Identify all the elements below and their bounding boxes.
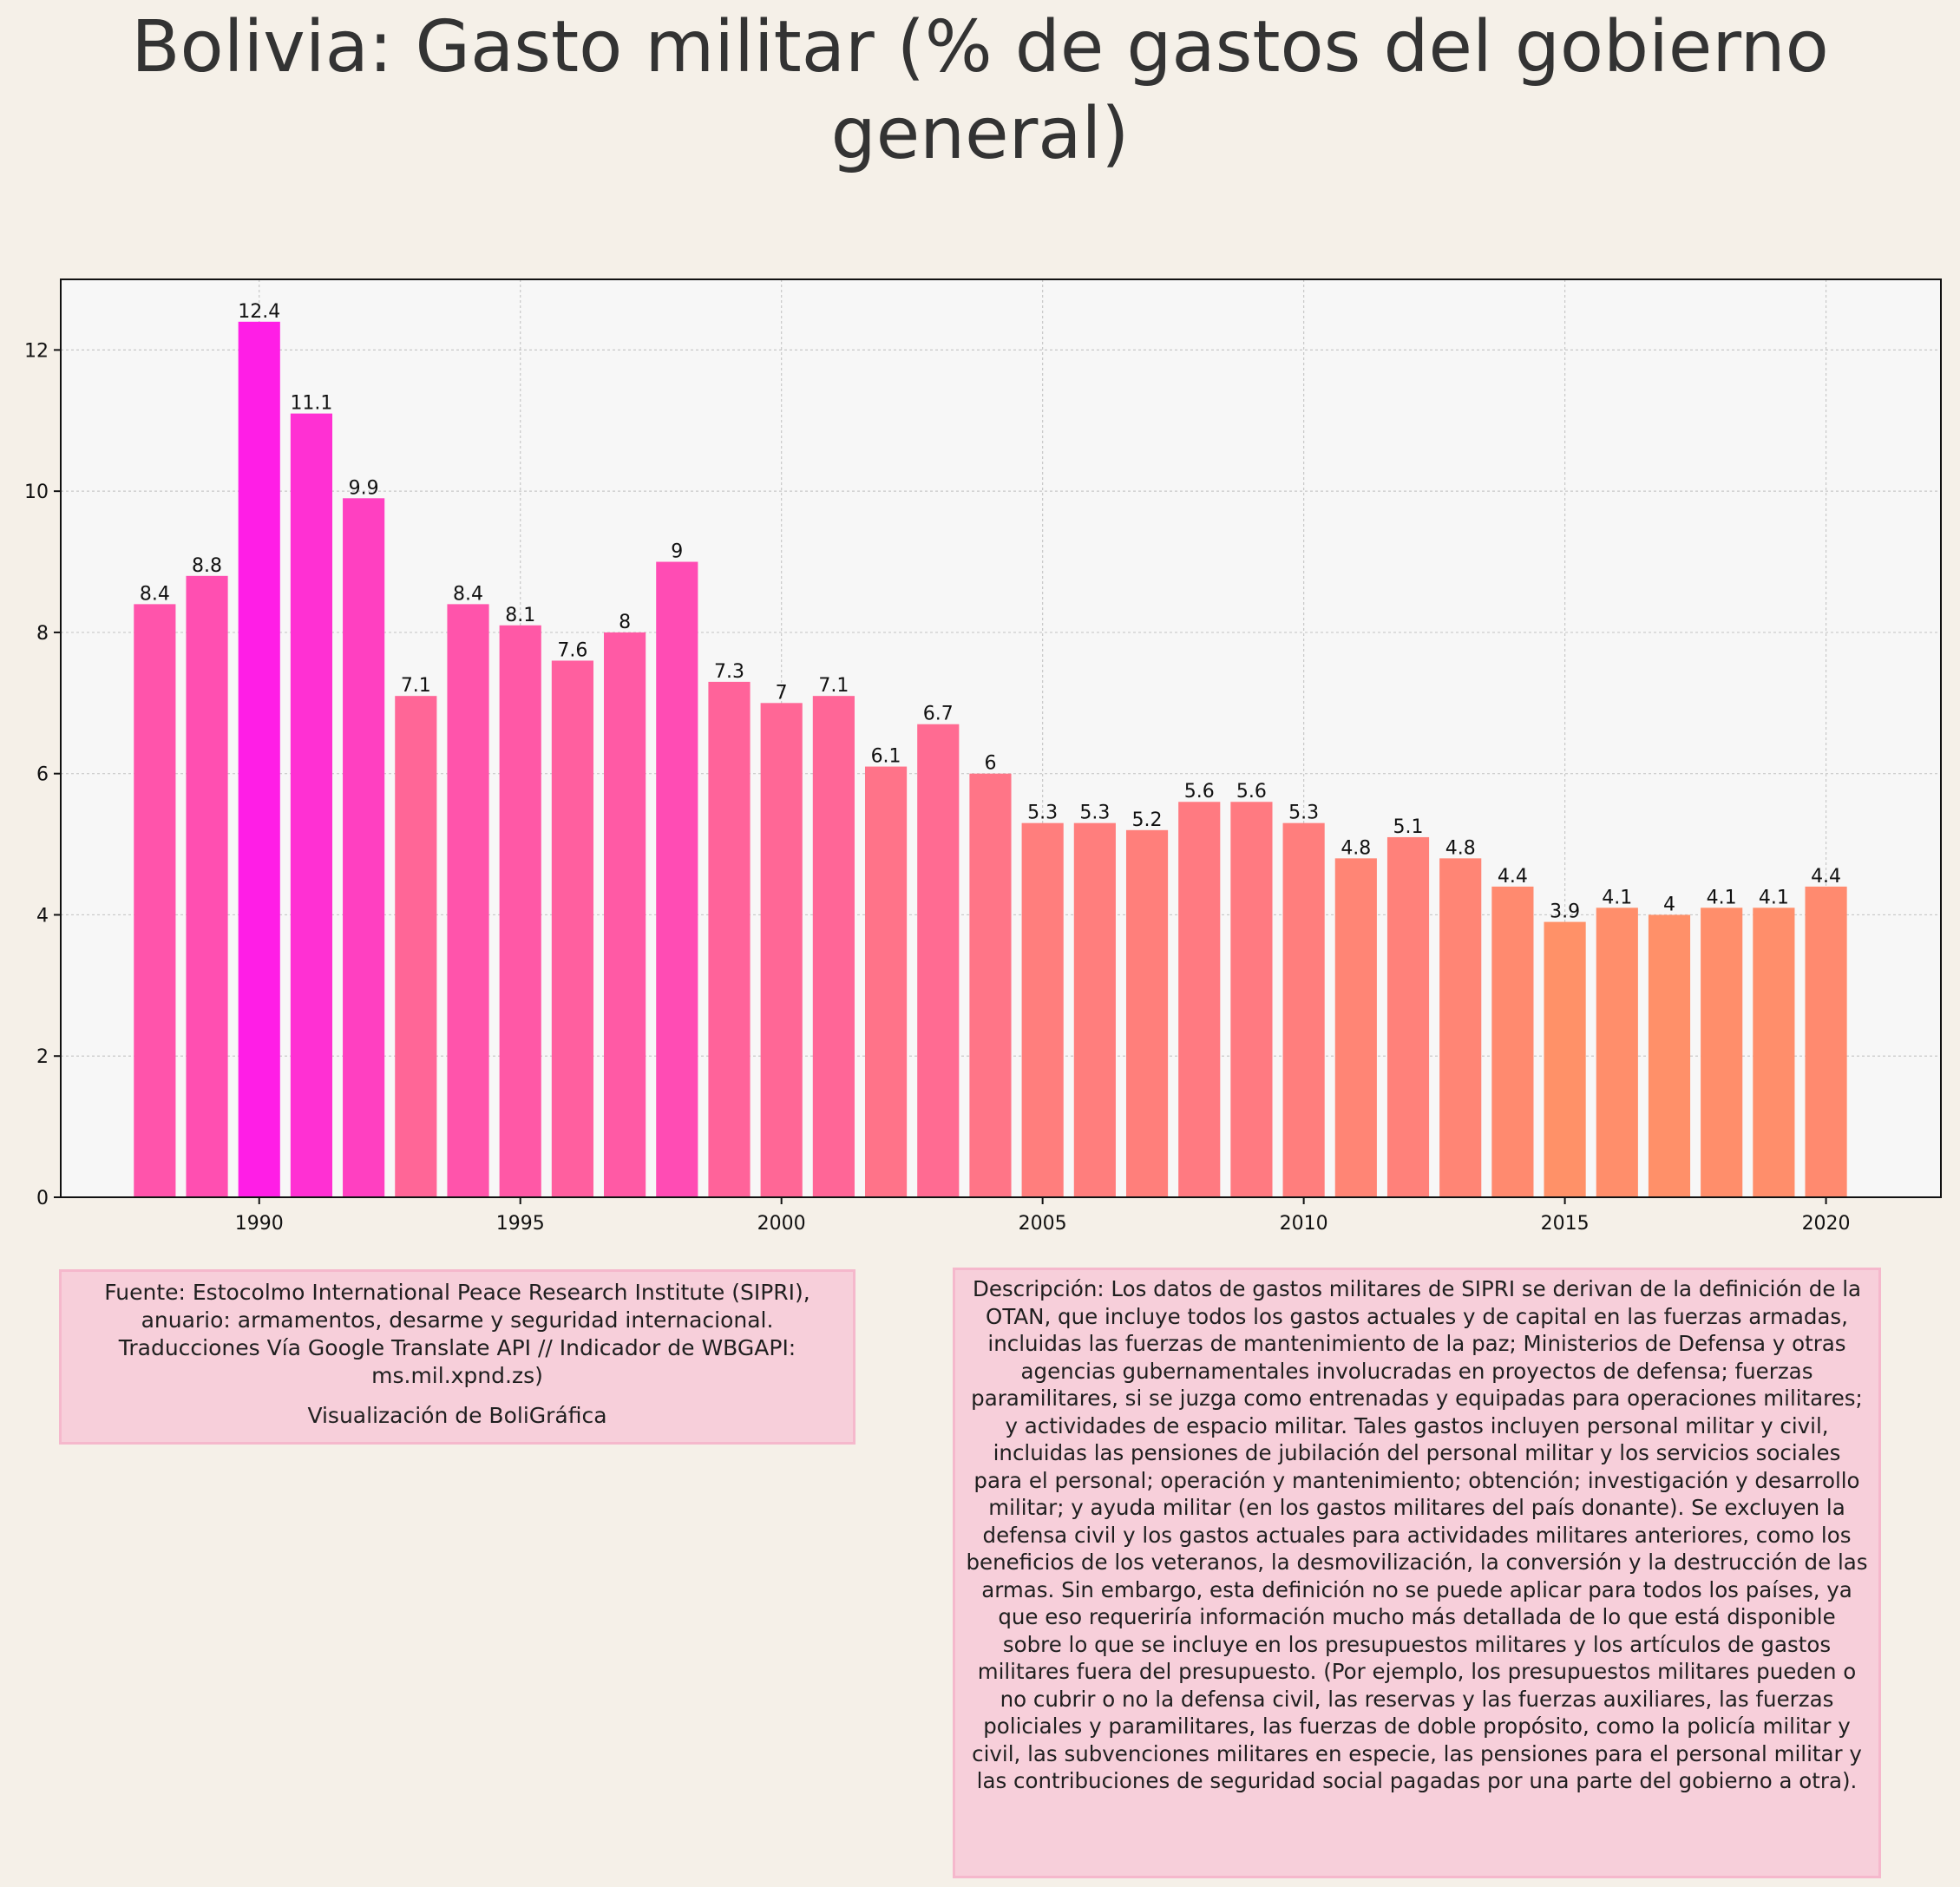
- data-label: 4.1: [1759, 887, 1789, 908]
- data-label: 6.7: [923, 704, 954, 725]
- data-label: 7.1: [401, 675, 431, 697]
- source-credit: Visualización de BoliGráfica: [307, 1403, 607, 1428]
- data-label: 12.4: [238, 301, 280, 323]
- data-labels: 8.4 8.8 12.4 11.1 9.9 7.1 8.4 8.1 7.6 8 9 7.3 7 7.1 6.…: [140, 301, 1841, 923]
- x-tick-label: 2000: [757, 1213, 806, 1235]
- data-label: 4.1: [1707, 887, 1737, 908]
- data-label: 4: [1663, 894, 1675, 915]
- data-label: 8.1: [505, 605, 535, 626]
- data-label: 4.4: [1811, 866, 1841, 888]
- data-label: 5.2: [1132, 809, 1163, 831]
- bar: [1701, 907, 1743, 1197]
- data-label: 7.1: [818, 675, 849, 697]
- data-label: 5.1: [1393, 816, 1424, 838]
- bar: [969, 773, 1012, 1197]
- data-label: 8: [619, 612, 631, 633]
- bar: [917, 724, 960, 1197]
- bar: [1073, 822, 1116, 1197]
- bar: [186, 575, 228, 1197]
- bar: [551, 660, 593, 1197]
- bar: [134, 604, 176, 1197]
- data-label: 8.4: [453, 583, 483, 605]
- x-axis: 1990 1995 2000 2005 2010 2015 2020: [235, 1197, 1851, 1235]
- data-label: 5.3: [1288, 803, 1319, 824]
- data-label: 7.3: [714, 661, 744, 683]
- plot-frame: [60, 278, 1942, 1198]
- bar: [499, 625, 541, 1197]
- y-axis: 0 2 4 6 8 10 12: [24, 340, 61, 1209]
- data-label: 3.9: [1550, 901, 1580, 923]
- bar: [1282, 822, 1325, 1197]
- data-label: 7: [776, 682, 788, 704]
- bar: [1491, 886, 1534, 1197]
- bar: [290, 413, 333, 1198]
- bar: [1230, 802, 1273, 1197]
- source-text: Fuente: Estocolmo International Peace Re…: [104, 1280, 810, 1388]
- y-tick-label: 4: [36, 905, 49, 927]
- bar: [1439, 858, 1482, 1197]
- data-label: 4.4: [1498, 866, 1528, 888]
- bar: [760, 703, 803, 1197]
- chart-title: Bolivia: Gasto militar (% de gastos del …: [131, 6, 1829, 175]
- y-tick-label: 8: [36, 623, 49, 645]
- x-tick-label: 2010: [1280, 1213, 1328, 1235]
- data-label: 8.4: [140, 583, 170, 605]
- data-label: 9: [671, 541, 683, 563]
- bar: [708, 681, 751, 1197]
- data-label: 4.8: [1341, 837, 1371, 859]
- bar-chart: 8.4 8.8 12.4 11.1 9.9 7.1 8.4 8.1 7.6 8 9 7.3 7 7.1 6.…: [24, 278, 1942, 1235]
- data-label: 5.3: [1079, 803, 1110, 824]
- bar: [1805, 886, 1847, 1197]
- bar: [1178, 802, 1221, 1197]
- bar: [864, 766, 908, 1197]
- bar: [1596, 907, 1638, 1197]
- y-tick-label: 12: [24, 340, 49, 362]
- source-box: Fuente: Estocolmo International Peace Re…: [59, 1269, 855, 1445]
- data-label: 8.8: [192, 555, 222, 577]
- bar: [238, 321, 280, 1197]
- bar: [604, 632, 646, 1197]
- data-label: 5.3: [1027, 803, 1058, 824]
- data-label: 7.6: [557, 639, 587, 661]
- bar: [1753, 907, 1795, 1197]
- data-label: 5.6: [1236, 781, 1267, 803]
- bar: [1021, 822, 1064, 1197]
- bar: [812, 696, 855, 1197]
- data-label: 5.6: [1184, 781, 1215, 803]
- data-label: 4.1: [1602, 887, 1632, 908]
- y-tick-label: 10: [24, 482, 49, 503]
- x-tick-label: 1995: [496, 1213, 545, 1235]
- bar: [1386, 836, 1430, 1197]
- bar: [1125, 829, 1169, 1197]
- bar: [447, 604, 489, 1197]
- bar: [343, 498, 385, 1197]
- data-label: 6.1: [871, 746, 901, 768]
- data-label: 4.8: [1445, 837, 1476, 859]
- bar: [656, 561, 698, 1197]
- data-label: 6: [984, 753, 996, 775]
- x-tick-label: 1990: [235, 1213, 284, 1235]
- x-tick-label: 2015: [1541, 1213, 1590, 1235]
- data-label: 11.1: [290, 393, 332, 415]
- bar: [1334, 858, 1377, 1197]
- x-tick-label: 2020: [1802, 1213, 1851, 1235]
- y-tick-label: 0: [36, 1188, 49, 1209]
- bar: [1648, 914, 1691, 1197]
- y-tick-label: 6: [36, 764, 49, 786]
- description-text: Descripción: Los datos de gastos militar…: [966, 1276, 1868, 1793]
- bars: [134, 321, 1847, 1198]
- description-box: Descripción: Los datos de gastos militar…: [953, 1268, 1881, 1878]
- x-tick-label: 2005: [1019, 1213, 1067, 1235]
- data-label: 9.9: [349, 477, 379, 499]
- bar: [1544, 921, 1586, 1197]
- bar: [395, 696, 437, 1197]
- y-tick-label: 2: [36, 1046, 49, 1068]
